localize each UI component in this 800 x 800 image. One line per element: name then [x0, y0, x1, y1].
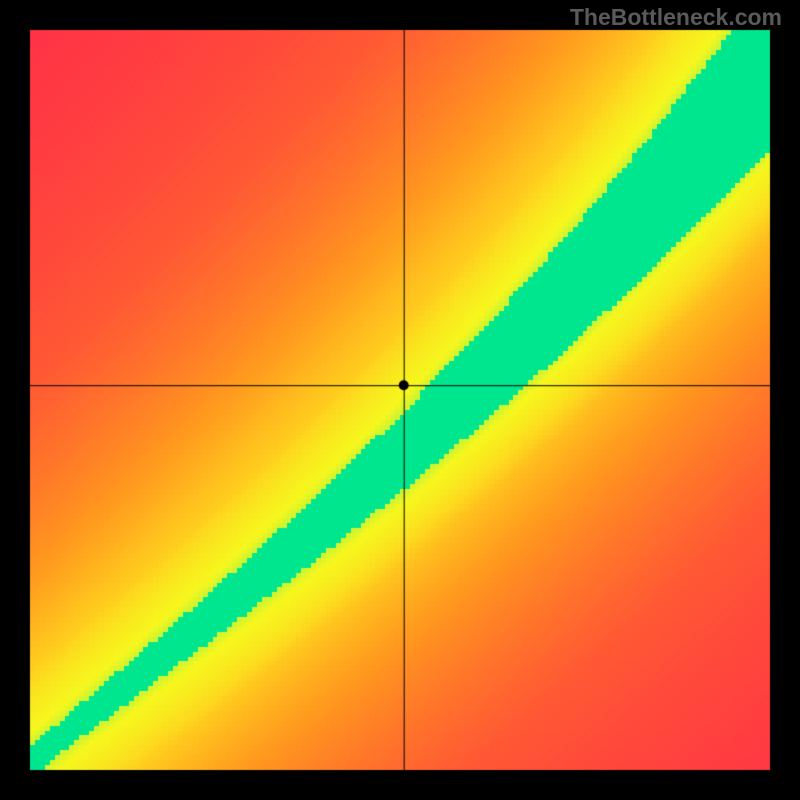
chart-container: { "canvas": { "width": 800, "height": 80…: [0, 0, 800, 800]
watermark-text: TheBottleneck.com: [570, 4, 782, 31]
heatmap-canvas: [0, 0, 800, 800]
